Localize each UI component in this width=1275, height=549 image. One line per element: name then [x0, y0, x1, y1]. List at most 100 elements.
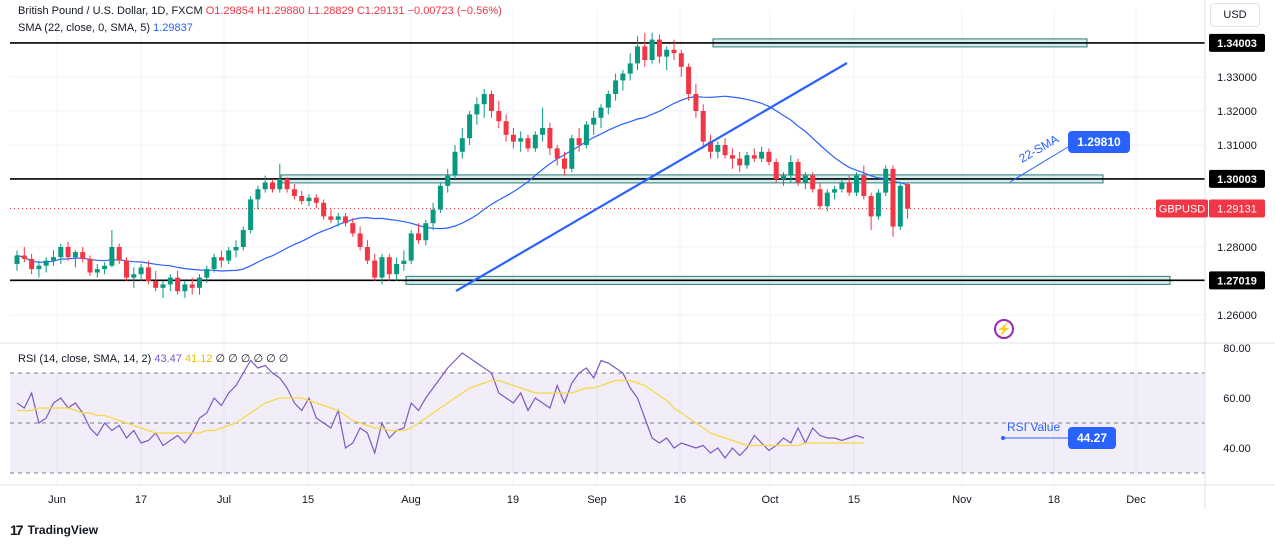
candle-body [883, 168, 889, 193]
time-tick-label: Jun [48, 494, 66, 506]
time-tick-label: 15 [848, 494, 860, 506]
candle-body [328, 216, 334, 220]
rsi-value: 43.47 [154, 353, 182, 365]
candle-body [708, 141, 713, 152]
price-tick-label: 1.28000 [1217, 242, 1257, 254]
candle-body [29, 258, 35, 270]
sma-badge-text: 1.29810 [1077, 135, 1121, 149]
candle-body [452, 151, 458, 176]
candle-body [518, 138, 524, 142]
candle-body [153, 281, 159, 288]
candle-body [510, 134, 516, 142]
candle-body [525, 138, 531, 149]
candle-body [357, 233, 363, 247]
rsi-tick-label: 60.00 [1223, 393, 1251, 405]
candle-body [890, 168, 896, 227]
candle-body [846, 182, 852, 193]
candle-body [218, 257, 224, 261]
horizontal-levels [10, 42, 1205, 282]
price-tick-label: 1.27019 [1217, 275, 1257, 287]
candle-body [291, 189, 297, 196]
candle-body [306, 197, 312, 202]
candle-body [832, 189, 838, 193]
price-level-badge [1209, 33, 1265, 52]
candle-body [313, 197, 319, 203]
candle-body [642, 46, 648, 60]
last-price-text: 1.29131 [1217, 204, 1257, 216]
price-level-badge [1209, 169, 1265, 188]
candle-body [489, 94, 494, 111]
time-tick-label: Oct [761, 494, 778, 506]
price-tick-label: 1.32000 [1217, 106, 1257, 118]
candles[interactable] [14, 32, 911, 298]
candle-body [759, 151, 765, 159]
candle-body [284, 179, 290, 190]
candle-body [145, 267, 151, 281]
sma-value: 1.29837 [153, 22, 193, 34]
rsi-pane: 80.00 60.00 40.00 RSI Value 44.27 [10, 343, 1251, 474]
candle-body [868, 196, 874, 217]
candle-body [102, 265, 108, 270]
candle-body [861, 175, 867, 196]
candle-body [182, 284, 188, 292]
candle-body [350, 223, 356, 234]
time-tick-label: 16 [674, 494, 686, 506]
lightning-icon[interactable]: ⚡ [994, 319, 1014, 339]
time-tick-label: Jul [217, 494, 231, 506]
candle-body [547, 128, 553, 149]
candle-body [94, 269, 100, 273]
candle-body [474, 104, 480, 115]
candle-body [445, 175, 451, 186]
candle-body [197, 277, 202, 288]
candle-body [854, 175, 859, 193]
candle-body [167, 277, 173, 285]
candle-body [80, 252, 86, 259]
candle-body [364, 247, 370, 261]
candle-body [423, 223, 429, 241]
tradingview-logo: 17 TradingView [10, 522, 98, 538]
ohlc-high: H1.29880 [257, 5, 305, 17]
time-tick-label: 17 [135, 494, 147, 506]
candle-body [817, 189, 823, 207]
candle-body [277, 179, 283, 190]
sma-legend: SMA (22, close, 0, SMA, 5) 1.29837 [18, 22, 193, 34]
axes: 1.34003 1.33000 1.32000 1.31000 1.30003 1.280… [0, 0, 1275, 510]
trendline-segment [455, 62, 848, 292]
candle-body [372, 260, 378, 278]
candle-body [343, 216, 348, 224]
candle-body [189, 284, 195, 288]
candle-body [386, 257, 392, 275]
candle-body [722, 145, 728, 156]
candle-body [540, 128, 546, 135]
candle-body [160, 284, 166, 288]
candle-body [43, 260, 49, 266]
candle-body [131, 274, 137, 278]
candle-body [700, 111, 706, 142]
candle-body [788, 162, 794, 176]
rsi-annotation-dot [1001, 436, 1005, 440]
candle-body [255, 189, 261, 200]
candle-body [649, 39, 655, 60]
candle-body [532, 134, 538, 149]
candle-body [686, 66, 692, 94]
candle-body [496, 111, 502, 122]
candle-body [204, 269, 210, 278]
candle-body [751, 155, 757, 159]
rsi-line [16, 352, 864, 460]
candle-body [591, 117, 597, 125]
candle-body [656, 39, 662, 57]
candle-body [839, 182, 845, 190]
candle-body [715, 145, 721, 152]
candle-body [620, 73, 626, 81]
currency-button[interactable]: USD [1210, 3, 1260, 27]
candle-body [175, 277, 181, 292]
candle-body [248, 199, 254, 230]
price-tick-label: 1.26000 [1217, 310, 1257, 322]
price-level-badge [1209, 271, 1265, 290]
candle-body [905, 184, 911, 209]
candle-body [627, 63, 633, 74]
candle-body [664, 49, 670, 57]
candle-body [335, 216, 341, 220]
time-tick-label: Aug [401, 494, 421, 506]
